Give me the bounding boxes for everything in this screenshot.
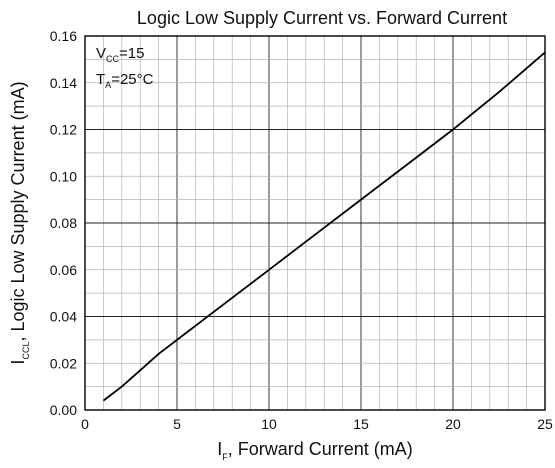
y-tick-label: 0.00 — [50, 402, 77, 418]
x-tick-label: 15 — [353, 416, 369, 432]
y-tick-label: 0.16 — [50, 28, 77, 44]
y-tick-label: 0.08 — [50, 215, 77, 231]
y-tick-label: 0.12 — [50, 122, 77, 138]
x-tick-labels: 0 5 10 15 20 25 — [81, 416, 553, 432]
y-tick-label: 0.06 — [50, 262, 77, 278]
y-tick-label: 0.02 — [50, 355, 77, 371]
annotation-vcc: VCC=15 — [96, 45, 144, 64]
series-line — [102, 51, 546, 402]
y-tick-labels: 0.00 0.02 0.04 0.06 0.08 0.10 0.12 0.14 0.16 — [50, 28, 77, 418]
y-tick-label: 0.10 — [50, 168, 77, 184]
chart-title: Logic Low Supply Current vs. Forward Cur… — [137, 8, 507, 28]
y-axis-label: ICCL, Logic Low Supply Current (mA) — [8, 81, 31, 364]
y-tick-label: 0.14 — [50, 75, 77, 91]
plot-frame — [84, 35, 546, 411]
x-tick-label: 20 — [445, 416, 461, 432]
x-tick-label: 5 — [173, 416, 181, 432]
annotation-ta: TA=25°C — [96, 71, 154, 90]
x-tick-label: 0 — [81, 416, 89, 432]
y-tick-label: 0.04 — [50, 309, 77, 325]
x-axis-label: IF, Forward Current (mA) — [217, 439, 413, 462]
x-tick-label: 25 — [537, 416, 553, 432]
x-tick-label: 10 — [261, 416, 277, 432]
grid — [85, 36, 545, 410]
